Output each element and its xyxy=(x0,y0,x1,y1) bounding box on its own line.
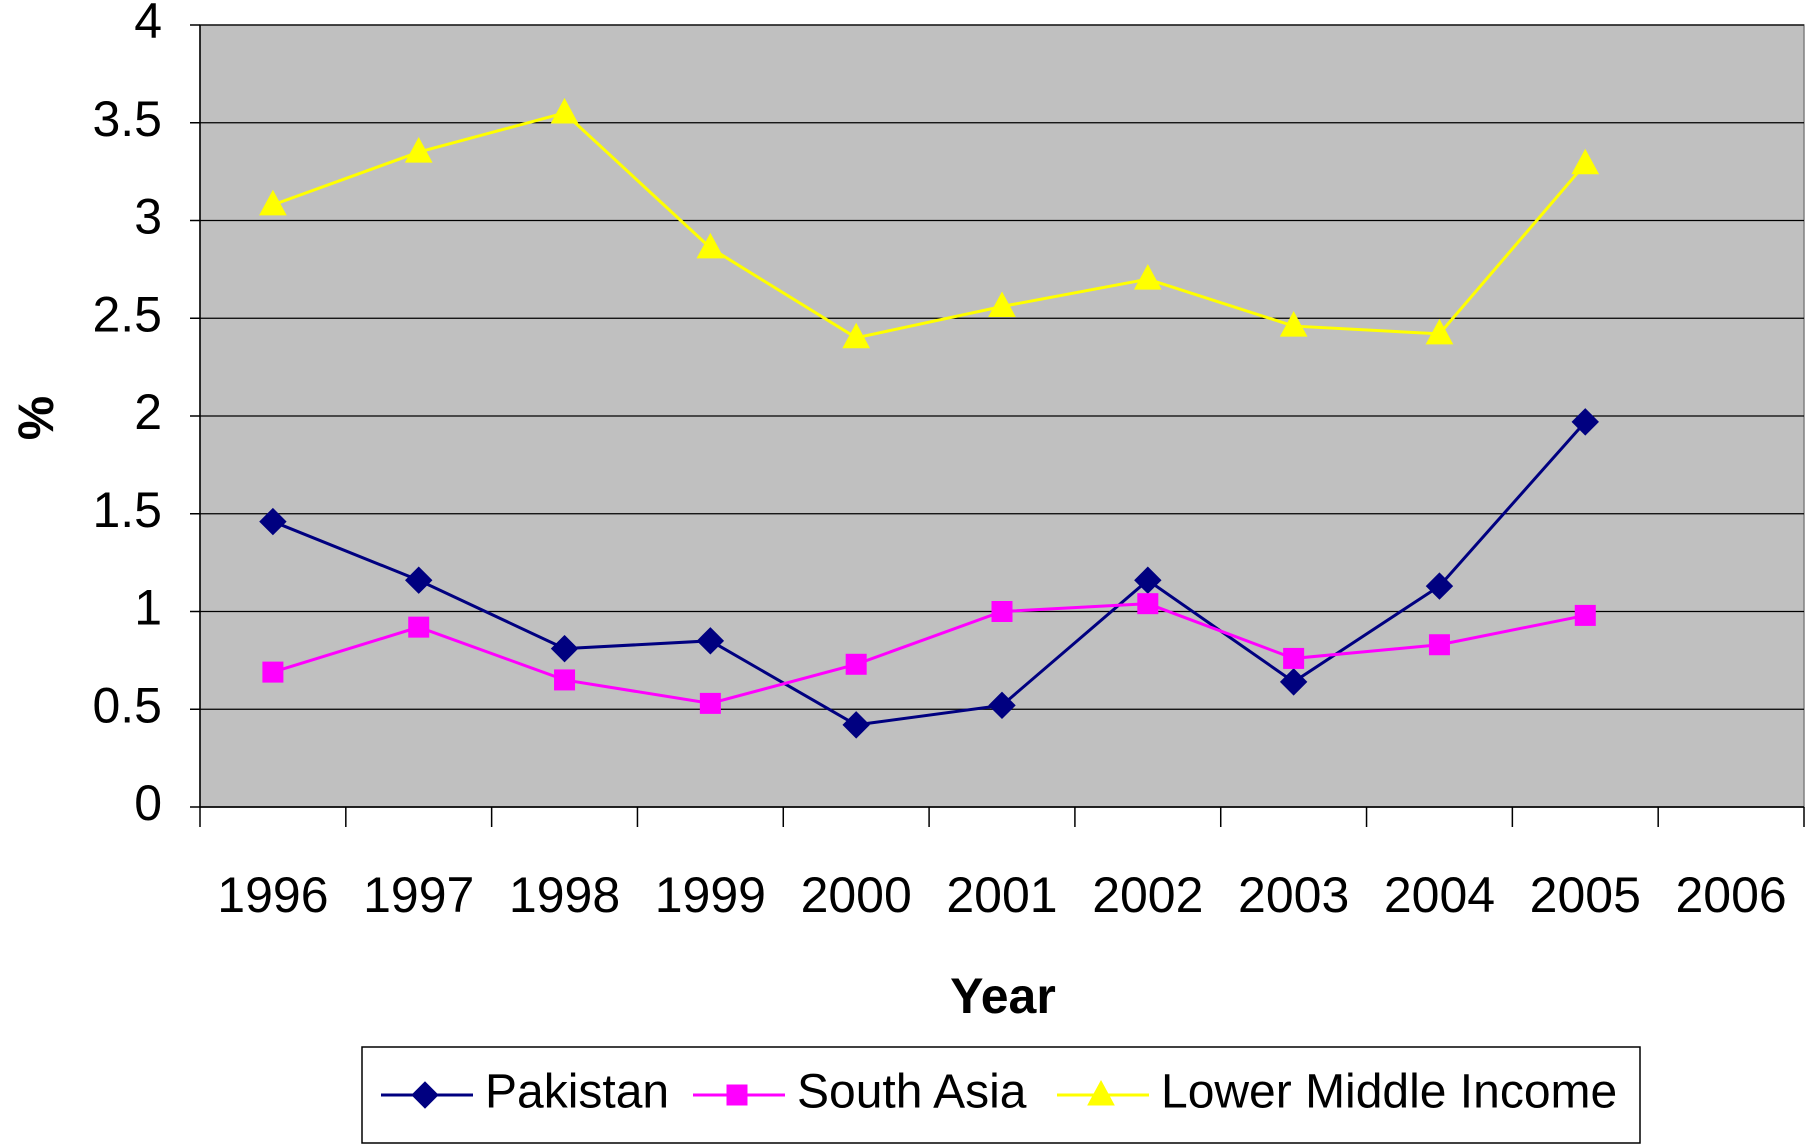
data-point xyxy=(1137,593,1159,615)
x-tick-label: 1997 xyxy=(363,867,474,923)
data-point xyxy=(554,669,576,691)
x-tick-label: 2002 xyxy=(1092,867,1203,923)
data-point xyxy=(1425,572,1454,600)
data-point xyxy=(404,137,433,163)
data-point xyxy=(1574,604,1596,626)
x-tick-label: 1996 xyxy=(217,867,328,923)
data-point xyxy=(405,566,433,594)
data-point xyxy=(259,507,287,536)
y-tick-label: 3.5 xyxy=(92,91,162,147)
x-tick-label: 1999 xyxy=(655,867,766,923)
x-tick-label: 1998 xyxy=(509,867,620,923)
data-point xyxy=(1283,647,1305,669)
x-tick-label: 2003 xyxy=(1238,867,1349,923)
y-tick-label: 4 xyxy=(134,0,162,49)
data-point xyxy=(1279,311,1308,337)
series-line xyxy=(272,111,1587,340)
data-point xyxy=(1571,408,1599,436)
data-point xyxy=(550,634,579,663)
x-tick-label: 2006 xyxy=(1675,867,1786,923)
x-tick-label: 2000 xyxy=(801,867,912,923)
legend-box xyxy=(361,1046,1641,1144)
legend-marker xyxy=(1087,1079,1115,1106)
data-point xyxy=(696,232,725,259)
data-point xyxy=(1428,634,1450,656)
series-line xyxy=(272,602,1586,705)
data-point xyxy=(550,97,579,124)
data-point xyxy=(991,601,1013,622)
data-point xyxy=(988,291,1016,318)
y-tick-label: 1.5 xyxy=(92,482,162,538)
data-point xyxy=(696,627,725,655)
legend-item: Lower Middle Income xyxy=(1057,1066,1617,1119)
data-point xyxy=(408,616,430,638)
data-point xyxy=(259,189,287,216)
data-point xyxy=(1425,318,1454,345)
data-point xyxy=(262,661,284,683)
data-point xyxy=(1279,668,1308,696)
legend-item: South Asia xyxy=(693,1066,1027,1119)
legend-item: Pakistan xyxy=(381,1066,669,1119)
y-axis-title: % xyxy=(8,396,64,440)
data-point xyxy=(699,692,721,714)
legend-marker xyxy=(411,1081,439,1109)
y-tick-label: 1 xyxy=(134,580,162,636)
legend-label: South Asia xyxy=(797,1066,1027,1119)
data-point xyxy=(1571,148,1600,175)
legend-label: Pakistan xyxy=(485,1066,669,1119)
x-tick-label: 2001 xyxy=(946,867,1057,923)
y-tick-label: 2 xyxy=(134,384,162,440)
series-line xyxy=(272,420,1587,727)
y-tick-label: 2.5 xyxy=(92,286,162,342)
x-tick-label: 2004 xyxy=(1384,867,1495,923)
data-point xyxy=(842,711,870,739)
legend-marker xyxy=(726,1084,748,1106)
data-point xyxy=(845,653,867,675)
data-point xyxy=(988,691,1016,720)
y-tick-label: 3 xyxy=(134,189,162,245)
x-tick-label: 2005 xyxy=(1530,867,1641,923)
data-point xyxy=(842,322,871,349)
x-axis-title: Year xyxy=(950,968,1056,1024)
y-tick-label: 0.5 xyxy=(92,677,162,733)
data-point xyxy=(1133,264,1162,290)
legend-label: Lower Middle Income xyxy=(1161,1066,1617,1119)
y-tick-label: 0 xyxy=(134,775,162,831)
